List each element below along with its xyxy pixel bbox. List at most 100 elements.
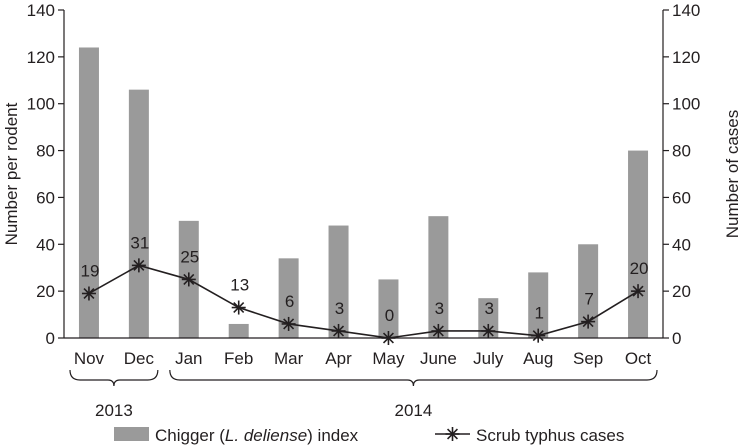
cases-label-july: 3 xyxy=(485,299,494,318)
y2-tick-label: 140 xyxy=(672,1,700,20)
cases-label-dec: 31 xyxy=(130,233,149,252)
cases-marker-july-stroke xyxy=(482,325,494,337)
cases-label-may: 0 xyxy=(385,306,394,325)
bar-apr xyxy=(328,225,349,338)
legend-line-marker xyxy=(445,427,460,441)
x-tick-label-sep: Sep xyxy=(573,349,603,368)
cases-label-june: 3 xyxy=(435,299,444,318)
y2-tick-label: 120 xyxy=(672,48,700,67)
y2-tick-label: 80 xyxy=(672,142,691,161)
cases-label-apr: 3 xyxy=(335,299,344,318)
cases-marker-dec-stroke xyxy=(133,259,145,271)
bar-aug xyxy=(528,272,549,338)
legend-bar-swatch xyxy=(114,427,149,441)
y-tick-label: 80 xyxy=(36,142,55,161)
bar-may xyxy=(378,279,399,338)
cases-label-nov: 19 xyxy=(80,261,99,280)
axes-group xyxy=(63,10,664,339)
x-tick-label-oct: Oct xyxy=(625,349,652,368)
cases-label-oct: 20 xyxy=(630,259,649,278)
y2-tick-label: 60 xyxy=(672,188,691,207)
y2-tick-label: 100 xyxy=(672,95,700,114)
legend-marker-star xyxy=(445,427,460,441)
cases-marker-nov-stroke xyxy=(83,287,95,300)
year-label-2013: 2013 xyxy=(95,401,133,420)
cases-marker-mar-stroke xyxy=(283,318,295,330)
y-tick-label: 40 xyxy=(36,235,55,254)
x-tick-label-aug: Aug xyxy=(523,349,553,368)
cases-marker-mar xyxy=(281,316,296,331)
legend-marker-star-stroke xyxy=(446,428,459,440)
bar-june xyxy=(428,216,449,338)
cases-line xyxy=(88,264,639,339)
left-axis-ticks: 0 20 40 60 80 100 120 140 xyxy=(27,1,64,348)
category-labels: Nov Dec Jan Feb Mar Apr May June July Aug Sep Oct xyxy=(74,349,652,368)
cases-marker-aug xyxy=(531,328,546,343)
cases-marker-oct xyxy=(631,284,646,299)
legend-line-label: Scrub typhus cases xyxy=(476,426,624,445)
cases-marker-apr xyxy=(331,323,346,338)
x-tick-label-nov: Nov xyxy=(74,349,105,368)
x-tick-label-feb: Feb xyxy=(224,349,253,368)
cases-label-aug: 1 xyxy=(534,304,543,323)
x-tick-label-july: July xyxy=(473,349,504,368)
cases-marker-july xyxy=(481,323,496,338)
x-tick-label-dec: Dec xyxy=(124,349,155,368)
cases-marker-june-stroke xyxy=(432,325,444,337)
y-tick-label: 60 xyxy=(36,188,55,207)
bar-nov xyxy=(78,47,99,338)
cases-marker-june xyxy=(431,323,446,338)
y2-tick-label: 20 xyxy=(672,282,691,301)
year-braces: 2013 2014 xyxy=(69,369,658,420)
legend: Chigger (L. deliense) index Scrub typhus… xyxy=(114,426,624,445)
bar-mar xyxy=(278,258,299,338)
legend-bar-label-part3: ) index xyxy=(307,426,359,445)
year-label-2014: 2014 xyxy=(395,401,433,420)
y-tick-label: 20 xyxy=(36,282,55,301)
y-tick-label: 140 xyxy=(27,1,55,20)
bars-group xyxy=(78,47,649,339)
legend-bar-label: Chigger (L. deliense) index xyxy=(155,426,359,445)
cases-marker-feb xyxy=(231,300,246,315)
y-tick-label: 100 xyxy=(27,95,55,114)
bar-july xyxy=(478,298,499,338)
y-axis-title: Number per rodent xyxy=(2,102,21,245)
cases-marker-nov xyxy=(81,286,96,301)
cases-label-mar: 6 xyxy=(285,292,294,311)
cases-marker-aug-stroke xyxy=(532,330,544,342)
right-axis-ticks: 0 20 40 60 80 100 120 140 xyxy=(663,1,700,348)
year-brace-2013 xyxy=(69,369,159,387)
cases-marker-oct-stroke xyxy=(632,285,644,297)
cases-marker-dec xyxy=(131,258,146,273)
x-tick-label-may: May xyxy=(372,349,405,368)
year-brace-2014 xyxy=(169,369,658,387)
cases-marker-sep xyxy=(581,314,596,329)
y2-axis-title: Number of cases xyxy=(723,110,739,239)
cases-label-feb: 13 xyxy=(230,276,249,295)
cases-marker-may-stroke xyxy=(382,332,394,344)
legend-bar-label-part1: Chigger ( xyxy=(155,426,225,445)
cases-marker-jan-stroke xyxy=(183,273,195,285)
bar-oct xyxy=(628,150,649,338)
cases-marker-sep-stroke xyxy=(582,316,594,328)
y-tick-label: 0 xyxy=(46,329,55,348)
x-tick-label-jan: Jan xyxy=(175,349,202,368)
cases-marker-apr-stroke xyxy=(333,325,345,337)
x-tick-label-mar: Mar xyxy=(274,349,304,368)
y2-tick-label: 0 xyxy=(672,329,681,348)
cases-label-sep: 7 xyxy=(584,290,593,309)
bar-sep xyxy=(578,244,599,338)
x-tick-label-apr: Apr xyxy=(325,349,352,368)
legend-bar-label-italic: L. deliense xyxy=(225,426,307,445)
bar-dec xyxy=(128,89,149,339)
y-tick-label: 120 xyxy=(27,48,55,67)
bar-feb xyxy=(228,323,249,338)
x-tick-label-june: June xyxy=(420,349,457,368)
cases-label-jan: 25 xyxy=(180,247,199,266)
cases-marker-feb-stroke xyxy=(233,302,245,314)
y2-tick-label: 40 xyxy=(672,235,691,254)
cases-marker-jan xyxy=(181,272,196,287)
cases-marker-may xyxy=(381,331,396,345)
